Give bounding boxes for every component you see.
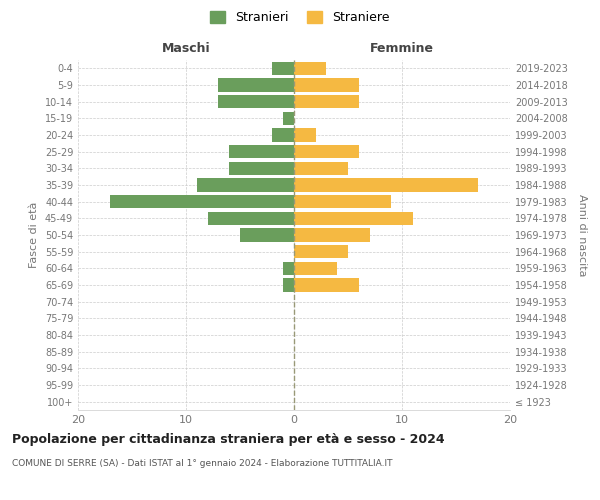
Y-axis label: Fasce di età: Fasce di età <box>29 202 39 268</box>
Bar <box>294 228 370 241</box>
Bar <box>229 145 294 158</box>
Bar <box>294 62 326 75</box>
Bar <box>283 278 294 291</box>
Bar <box>294 78 359 92</box>
Text: Popolazione per cittadinanza straniera per età e sesso - 2024: Popolazione per cittadinanza straniera p… <box>12 432 445 446</box>
Bar <box>294 262 337 275</box>
Y-axis label: Anni di nascita: Anni di nascita <box>577 194 587 276</box>
Bar <box>218 95 294 108</box>
Text: Femmine: Femmine <box>370 42 434 55</box>
Bar <box>218 78 294 92</box>
Bar <box>208 212 294 225</box>
Bar <box>240 228 294 241</box>
Bar <box>294 195 391 208</box>
Bar <box>283 112 294 125</box>
Bar <box>272 128 294 141</box>
Bar <box>294 212 413 225</box>
Bar <box>283 262 294 275</box>
Bar <box>197 178 294 192</box>
Text: COMUNE DI SERRE (SA) - Dati ISTAT al 1° gennaio 2024 - Elaborazione TUTTITALIA.I: COMUNE DI SERRE (SA) - Dati ISTAT al 1° … <box>12 459 392 468</box>
Bar <box>294 128 316 141</box>
Legend: Stranieri, Straniere: Stranieri, Straniere <box>205 6 395 29</box>
Bar <box>294 178 478 192</box>
Text: Maschi: Maschi <box>161 42 211 55</box>
Bar <box>294 245 348 258</box>
Bar <box>294 278 359 291</box>
Bar <box>229 162 294 175</box>
Bar <box>110 195 294 208</box>
Bar <box>272 62 294 75</box>
Bar <box>294 162 348 175</box>
Bar <box>294 95 359 108</box>
Bar <box>294 145 359 158</box>
